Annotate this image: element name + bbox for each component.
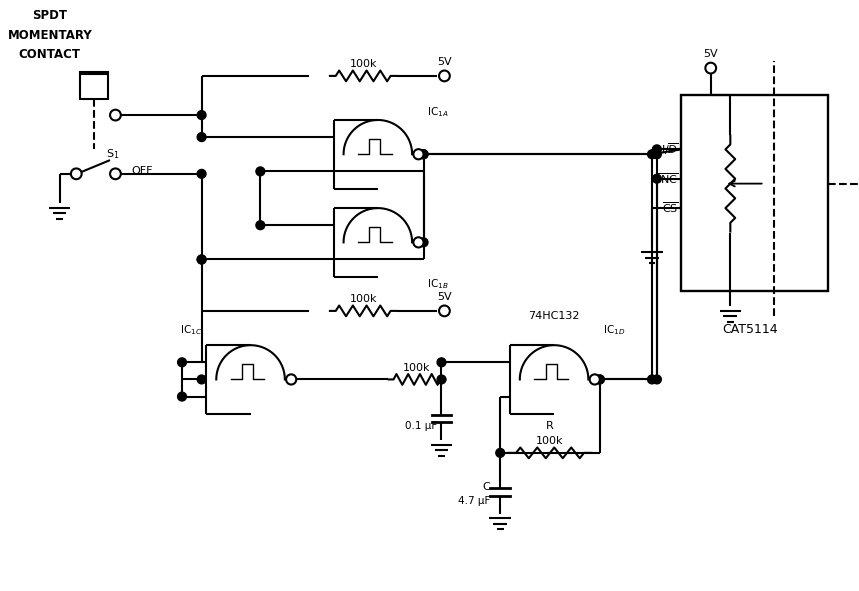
Circle shape	[705, 63, 716, 73]
Text: CAT5114: CAT5114	[722, 323, 777, 336]
Text: $\overline{\mathrm{CS}}$: $\overline{\mathrm{CS}}$	[661, 201, 679, 215]
Circle shape	[437, 358, 446, 366]
Text: 0.1 μF: 0.1 μF	[405, 421, 437, 431]
Text: 100k: 100k	[350, 294, 377, 304]
Text: CONTACT: CONTACT	[19, 48, 81, 61]
Text: OFF: OFF	[131, 166, 153, 176]
Circle shape	[589, 374, 600, 385]
Text: MOMENTARY: MOMENTARY	[8, 28, 92, 41]
Circle shape	[198, 375, 206, 384]
Circle shape	[648, 375, 656, 384]
Bar	[80, 72, 107, 99]
Circle shape	[413, 237, 423, 248]
Circle shape	[595, 375, 604, 384]
Text: 74HC132: 74HC132	[528, 311, 580, 321]
Circle shape	[419, 150, 428, 158]
Circle shape	[437, 375, 446, 384]
Circle shape	[653, 174, 661, 183]
Circle shape	[496, 449, 504, 457]
Bar	[681, 96, 828, 291]
Text: $\overline{\mathrm{INC}}$: $\overline{\mathrm{INC}}$	[657, 171, 679, 186]
Text: R: R	[546, 421, 554, 431]
Text: IC$_{1B}$: IC$_{1B}$	[427, 278, 448, 291]
Circle shape	[198, 255, 206, 264]
Circle shape	[110, 110, 121, 121]
Circle shape	[198, 111, 206, 119]
Text: IC$_{1D}$: IC$_{1D}$	[603, 323, 625, 337]
Circle shape	[256, 167, 265, 176]
Circle shape	[178, 358, 186, 366]
Circle shape	[653, 145, 661, 154]
Circle shape	[419, 150, 428, 158]
Text: S$_1$: S$_1$	[106, 147, 119, 161]
Circle shape	[286, 374, 296, 385]
Circle shape	[198, 170, 206, 178]
Text: 5V: 5V	[437, 292, 452, 302]
Circle shape	[413, 149, 423, 160]
Text: 100k: 100k	[350, 59, 377, 69]
Text: SPDT: SPDT	[33, 9, 67, 22]
Text: 5V: 5V	[704, 49, 718, 59]
Circle shape	[71, 168, 82, 179]
Text: IC$_{1C}$: IC$_{1C}$	[180, 323, 202, 337]
Text: 4.7 μF: 4.7 μF	[458, 496, 490, 506]
Circle shape	[419, 238, 428, 247]
Circle shape	[648, 150, 656, 158]
Circle shape	[198, 255, 206, 264]
Text: 100k: 100k	[403, 363, 430, 372]
Circle shape	[595, 375, 604, 384]
Circle shape	[439, 70, 450, 82]
Circle shape	[256, 221, 265, 230]
Text: U/$\overline{D}$: U/$\overline{D}$	[656, 141, 679, 157]
Circle shape	[110, 168, 121, 179]
Text: 5V: 5V	[437, 57, 452, 67]
Text: 100k: 100k	[536, 436, 564, 446]
Circle shape	[178, 392, 186, 401]
Text: IC$_{1A}$: IC$_{1A}$	[427, 105, 448, 119]
Circle shape	[653, 375, 661, 384]
Circle shape	[439, 306, 450, 316]
Text: C: C	[483, 482, 490, 492]
Circle shape	[198, 133, 206, 141]
Circle shape	[653, 150, 661, 158]
